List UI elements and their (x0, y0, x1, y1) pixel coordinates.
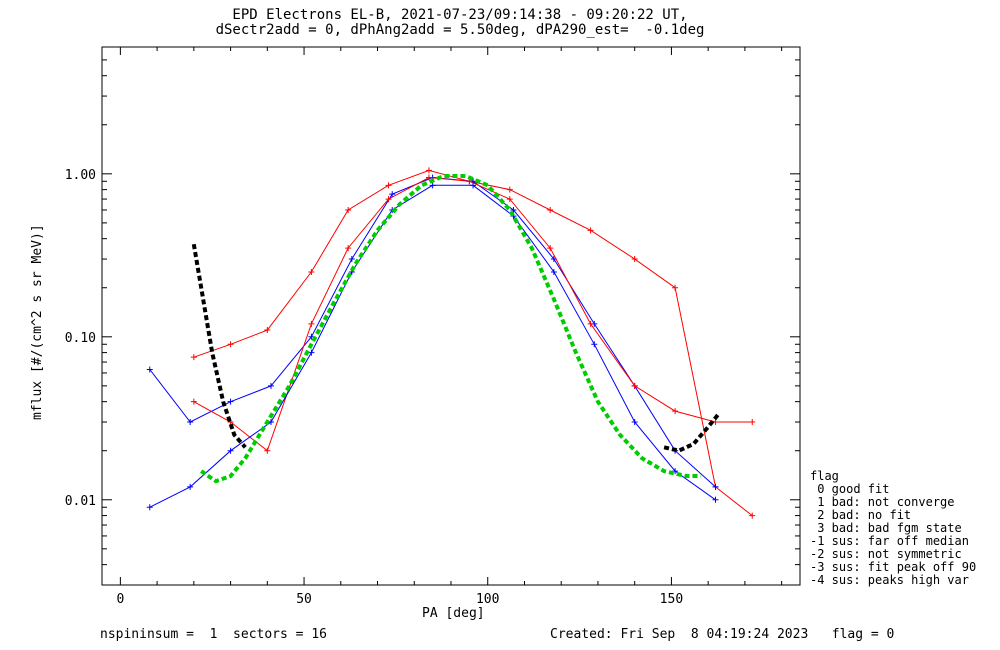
series-point (470, 182, 477, 189)
chart-title-line2: dSectr2add = 0, dPhAng2add = 5.50deg, dP… (215, 22, 705, 38)
series-point (187, 483, 194, 490)
series-point (264, 447, 271, 454)
series-point (506, 186, 513, 193)
x-tick-label: 0 (116, 592, 124, 607)
legend-item: -4 sus: peaks high var (810, 573, 969, 587)
legend-item: -1 sus: far off median (810, 534, 969, 548)
x-tick-label: 50 (296, 592, 312, 607)
series-point (749, 419, 756, 426)
series-point (631, 419, 638, 426)
series-line (193, 176, 753, 452)
series-point (385, 182, 392, 189)
footer-left: nspininsum = 1 sectors = 16 (100, 627, 327, 642)
series-point (389, 191, 396, 198)
series-point (672, 408, 679, 415)
legend-item: 1 bad: not converge (810, 495, 955, 509)
series-point (631, 382, 638, 389)
series-point (308, 268, 315, 275)
series-point (227, 341, 234, 348)
series-point (190, 354, 197, 361)
x-tick-label: 100 (476, 592, 499, 607)
series-point (712, 483, 719, 490)
legend-item: -2 sus: not symmetric (810, 547, 962, 561)
series-point (190, 398, 197, 405)
legend-title: flag (810, 469, 839, 483)
series-point (425, 167, 432, 174)
series-point (385, 196, 392, 203)
series-line (149, 184, 716, 508)
series-point (308, 320, 315, 327)
series-line (149, 176, 716, 488)
legend-item: 0 good fit (810, 482, 890, 496)
fit-extension-right (663, 411, 721, 453)
y-axis-label: mflux [#/(cm^2 s sr MeV)] (30, 224, 45, 420)
series-point (587, 227, 594, 234)
series-point (348, 256, 355, 263)
series-layer (146, 167, 756, 519)
x-tick-label: 150 (660, 592, 683, 607)
flag-legend: flag 0 good fit 1 bad: not converge 2 ba… (810, 470, 976, 587)
series-point (264, 327, 271, 334)
fit-line (200, 174, 701, 484)
legend-item: -3 sus: fit peak off 90 (810, 560, 977, 574)
series-point (587, 320, 594, 327)
series-point (345, 206, 352, 213)
series-point (146, 504, 153, 511)
series-point (547, 245, 554, 252)
fit-extension-left (191, 243, 247, 449)
legend-item: 2 bad: no fit (810, 508, 912, 522)
series-point (510, 206, 517, 213)
series-point (506, 196, 513, 203)
series-point (591, 341, 598, 348)
series-point (672, 284, 679, 291)
footer-right: Created: Fri Sep 8 04:19:24 2023 flag = … (550, 627, 895, 642)
series-point (308, 349, 315, 356)
y-tick-label: 0.10 (65, 331, 96, 346)
series-point (345, 245, 352, 252)
series-point (547, 206, 554, 213)
series-point (631, 256, 638, 263)
x-axis-label: PA [deg] (422, 606, 485, 621)
series-point (267, 382, 274, 389)
series-point (187, 419, 194, 426)
legend-item: 3 bad: bad fgm state (810, 521, 962, 535)
series-point (749, 512, 756, 519)
axis-layer: 0 50 100 150 0.01 0.10 1.00 (65, 46, 801, 607)
chart-title-line1: EPD Electrons EL-B, 2021-07-23/09:14:38 … (232, 7, 688, 23)
series-point (429, 182, 436, 189)
series-point (425, 174, 432, 181)
y-tick-label: 1.00 (65, 168, 96, 183)
series-line (193, 169, 753, 516)
series-point (227, 447, 234, 454)
series-point (550, 268, 557, 275)
series-point (146, 366, 153, 373)
series-point (227, 398, 234, 405)
series-point (712, 496, 719, 503)
y-tick-label: 0.01 (65, 494, 96, 509)
